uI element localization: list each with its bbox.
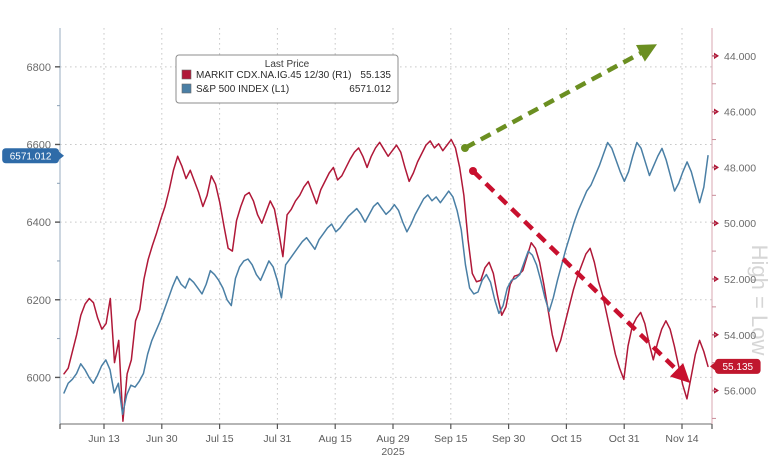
x-axis-tick: Oct 15 — [551, 433, 582, 445]
right-axis-tick: 56.000 — [724, 386, 756, 398]
x-axis-tick: Sep 30 — [492, 433, 525, 445]
left-axis-tick: 6000 — [27, 372, 51, 384]
right-axis-tick: 54.000 — [724, 330, 756, 342]
x-axis-tick: Sep 15 — [434, 433, 467, 445]
legend-swatch — [181, 83, 192, 94]
x-axis-year-label: 2025 — [381, 446, 405, 458]
right-axis-tick: 44.000 — [724, 51, 756, 63]
date-axis: Jun 13 Jun 30 Jul 15 Jul 31 Aug 15 Aug 29 Sep … — [59, 424, 713, 458]
legend-series-value: 55.135 — [360, 70, 391, 81]
x-axis-tick: Aug 15 — [319, 433, 352, 445]
x-axis-tick: Jul 15 — [206, 433, 234, 445]
right-price-callout: 55.135 — [710, 358, 761, 374]
left-axis-tick: 6200 — [27, 295, 51, 307]
right-axis-tick: 46.000 — [724, 107, 756, 119]
trend-annotations — [461, 44, 691, 383]
x-axis-tick: Jul 31 — [263, 433, 291, 445]
price-callouts: 6571.012 55.135 — [2, 148, 761, 374]
svg-text:55.135: 55.135 — [723, 362, 754, 373]
x-axis-tick: Nov 14 — [665, 433, 698, 445]
series-lines — [63, 138, 709, 422]
legend-title: Last Price — [265, 59, 310, 70]
x-axis-tick: Oct 31 — [609, 433, 640, 445]
x-axis-tick: Jun 30 — [146, 433, 178, 445]
x-axis-tick: Jun 13 — [88, 433, 120, 445]
left-axis-tick: 6400 — [27, 217, 51, 229]
watermark: High = Low — [747, 245, 772, 356]
x-axis-tick: Aug 29 — [376, 433, 409, 445]
left-axis-tick: 6800 — [27, 62, 51, 74]
right-axis-tick: 50.000 — [724, 218, 756, 230]
left-price-callout: 6571.012 — [2, 148, 64, 164]
plot-frame — [59, 28, 713, 425]
legend-series-label: S&P 500 INDEX (L1) — [196, 84, 289, 95]
legend-swatch — [181, 69, 192, 80]
svg-text:High = Low: High = Low — [747, 245, 772, 356]
legend-series-value: 6571.012 — [349, 84, 391, 95]
right-axis-tick: 48.000 — [724, 162, 756, 174]
svg-text:6571.012: 6571.012 — [10, 151, 52, 162]
legend-series-label: MARKIT CDX.NA.IG.45 12/30 (R1) — [196, 70, 351, 81]
right-value-axis: 44.000 46.000 48.000 50.000 52.000 54.000 56.0… — [712, 51, 756, 419]
right-axis-tick: 52.000 — [724, 274, 756, 286]
